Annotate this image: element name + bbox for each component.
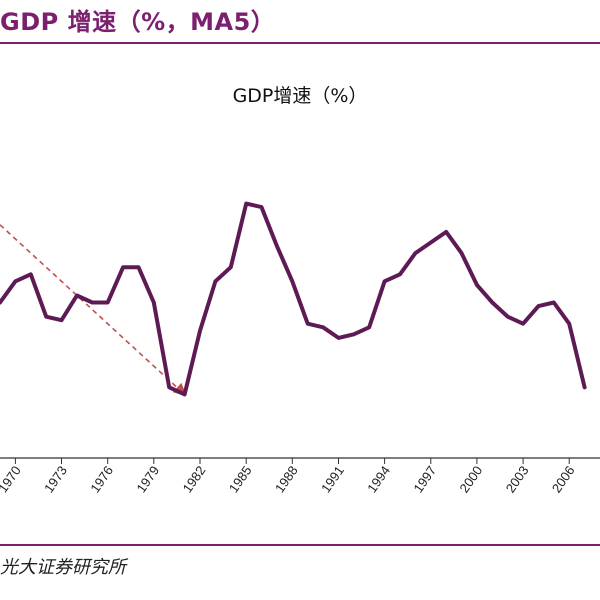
- data-point: [29, 272, 33, 276]
- data-point: [13, 279, 17, 283]
- data-point: [552, 300, 556, 305]
- data-point: [444, 230, 448, 234]
- data-point: [244, 202, 248, 206]
- data-point: [506, 315, 510, 319]
- data-point: [306, 322, 310, 326]
- data-points: [0, 202, 587, 396]
- data-point: [321, 325, 325, 329]
- data-point: [383, 279, 387, 283]
- data-point: [44, 315, 48, 319]
- top-divider: [0, 42, 600, 44]
- data-point: [398, 272, 402, 276]
- data-point: [536, 304, 541, 308]
- data-point: [475, 283, 479, 287]
- bottom-divider: [0, 544, 600, 546]
- x-tick-label: 2000: [456, 463, 485, 495]
- data-point: [198, 329, 202, 333]
- data-point: [367, 325, 371, 329]
- x-tick-label: 1985: [226, 463, 255, 495]
- data-point: [521, 322, 525, 326]
- x-tick-label: 1979: [133, 463, 162, 495]
- x-tick-label: 1997: [410, 463, 439, 495]
- data-point: [90, 300, 94, 305]
- x-tick-label: 2003: [503, 463, 532, 495]
- data-point: [136, 265, 141, 269]
- x-tick-label: 1988: [272, 463, 301, 495]
- data-point: [152, 300, 156, 305]
- data-point: [290, 279, 294, 283]
- x-axis-ticks: 1970 1973 1976 1979 1982 1985 1988 1991 1994 1997…: [0, 458, 578, 495]
- data-point: [75, 293, 79, 298]
- data-point: [275, 244, 279, 248]
- page-title: GDP 增速（%，MA5）: [0, 8, 276, 36]
- data-point: [0, 300, 2, 305]
- line-chart: GDP增速（%） 1970 1973 1976 1979 1982 1985 1988 199…: [0, 85, 600, 495]
- data-point: [59, 318, 64, 322]
- trend-arrow: [0, 224, 187, 397]
- trend-annotation: [0, 224, 187, 397]
- data-point: [121, 265, 125, 269]
- data-point: [336, 336, 341, 340]
- source-note: 光大证券研究所: [0, 557, 126, 578]
- x-tick-label: 1982: [180, 463, 209, 495]
- data-point: [352, 332, 356, 336]
- series-line-gdp-growth: [0, 201, 587, 397]
- data-point: [413, 251, 417, 255]
- data-point: [106, 300, 110, 305]
- data-point: [213, 279, 217, 283]
- data-point: [167, 385, 171, 389]
- data-point: [567, 322, 571, 326]
- data-point: [259, 205, 264, 209]
- x-tick-label: 1973: [41, 463, 70, 495]
- x-tick-label: 1994: [364, 463, 393, 495]
- chart-title: GDP增速（%）: [233, 85, 368, 107]
- x-tick-label: 1991: [318, 463, 347, 495]
- x-tick-label: 1976: [87, 463, 116, 495]
- x-tick-label: 1970: [0, 463, 24, 495]
- data-point: [229, 265, 233, 269]
- x-tick-label: 2006: [549, 463, 578, 495]
- data-point: [490, 300, 494, 305]
- data-point: [183, 392, 187, 396]
- data-point: [459, 251, 464, 255]
- data-point: [429, 240, 433, 245]
- data-point: [583, 385, 587, 389]
